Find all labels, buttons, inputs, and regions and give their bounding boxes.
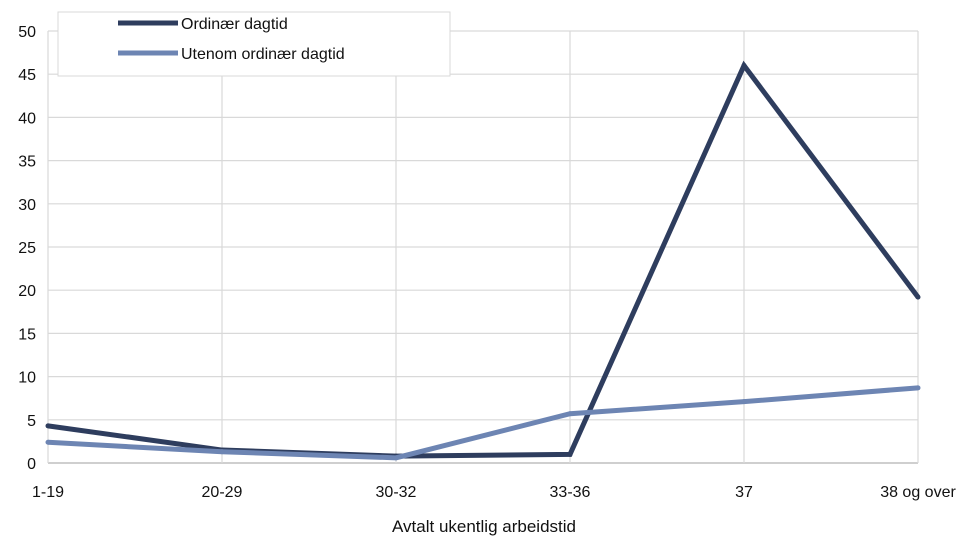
- x-axis-ticks: 1-19 20-29 30-32 33-36 37 38 og over: [32, 484, 956, 501]
- y-tick-label: 30: [18, 197, 36, 214]
- x-axis-title: Avtalt ukentlig arbeidstid: [392, 517, 576, 536]
- data-point: [741, 399, 747, 405]
- x-tick-label: 1-19: [32, 484, 64, 501]
- data-point: [915, 294, 921, 300]
- data-point: [567, 451, 573, 457]
- y-axis-ticks: 0 5 10 15 20 25 30 35 40 45 50: [18, 24, 36, 473]
- y-tick-label: 40: [18, 110, 36, 127]
- y-tick-label: 45: [18, 67, 36, 84]
- y-tick-label: 20: [18, 283, 36, 300]
- y-tick-label: 25: [18, 240, 36, 257]
- x-tick-label: 30-32: [376, 484, 417, 501]
- data-point: [45, 423, 51, 429]
- data-point: [567, 411, 573, 417]
- y-tick-label: 35: [18, 154, 36, 171]
- data-point: [741, 63, 747, 69]
- x-tick-label: 33-36: [550, 484, 591, 501]
- x-tick-label: 38 og over: [880, 484, 956, 501]
- y-tick-label: 50: [18, 24, 36, 41]
- legend: Ordinær dagtid Utenom ordinær dagtid: [57, 11, 451, 77]
- data-point: [45, 439, 51, 445]
- data-point: [219, 449, 225, 455]
- x-tick-label: 20-29: [202, 484, 243, 501]
- y-tick-label: 5: [27, 413, 36, 430]
- y-tick-label: 10: [18, 370, 36, 387]
- series-line-ordinaer-dagtid: [47, 60, 920, 459]
- data-point: [915, 385, 921, 391]
- x-tick-label: 37: [735, 484, 753, 501]
- series-line-utenom-ordinaer-dagtid: [47, 385, 919, 461]
- series-lines: [45, 60, 921, 461]
- legend-label-ordinaer-dagtid: Ordinær dagtid: [181, 16, 288, 33]
- y-tick-label: 15: [18, 326, 36, 343]
- y-tick-label: 0: [27, 456, 36, 473]
- legend-label-utenom-ordinaer-dagtid: Utenom ordinær dagtid: [181, 46, 345, 63]
- data-point: [393, 455, 399, 461]
